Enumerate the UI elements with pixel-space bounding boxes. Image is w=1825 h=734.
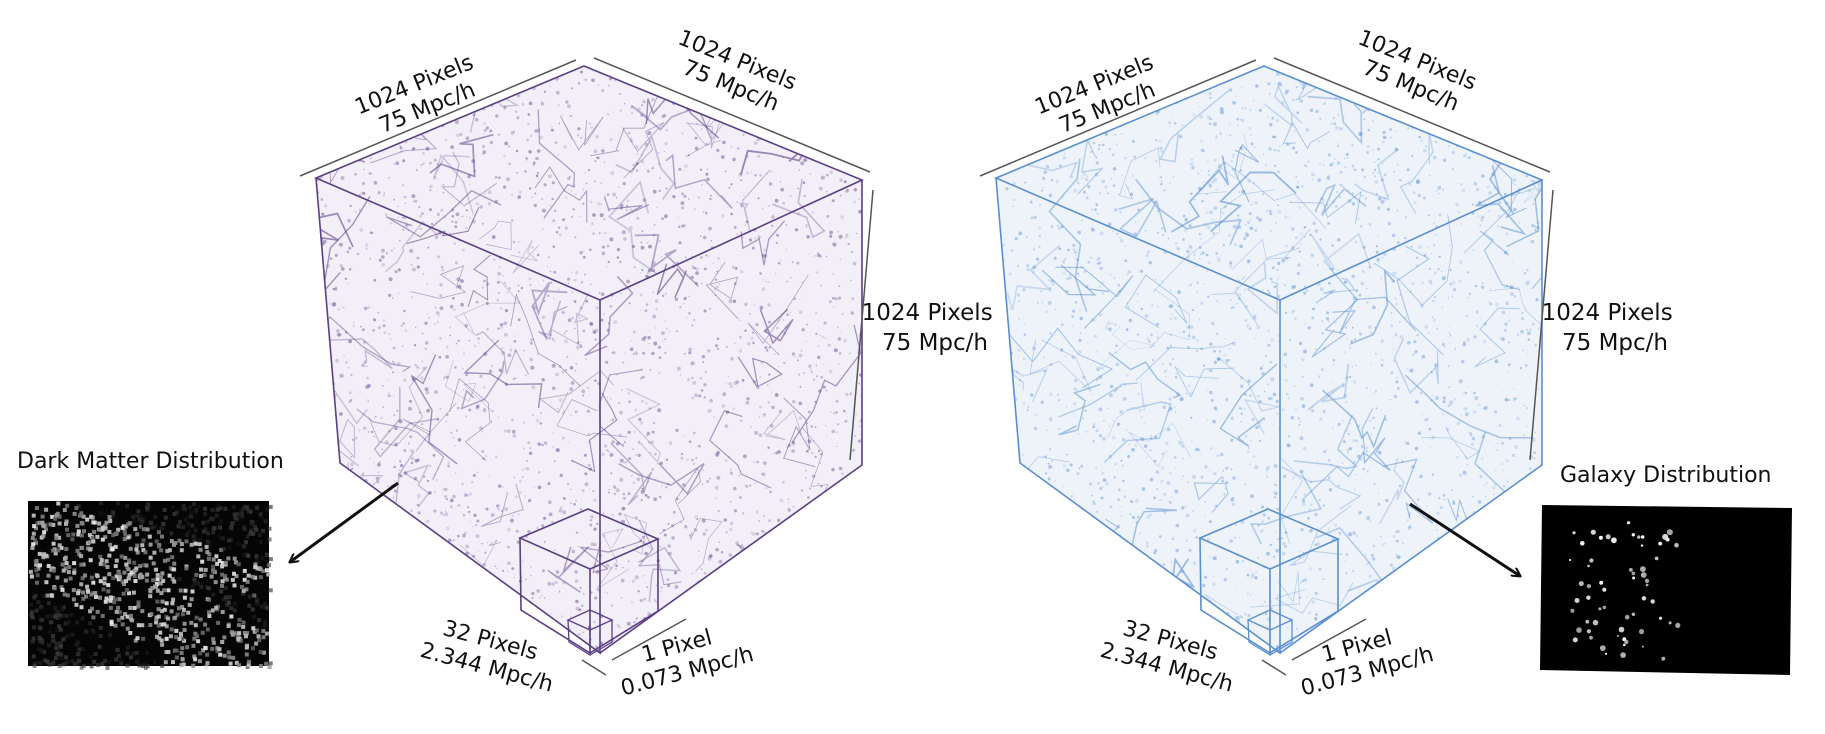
dark-matter-dimension-lines [299,57,874,676]
dark-matter-point-cloud [316,66,862,653]
galaxy-arrow [1409,502,1520,576]
dark-matter-pixel-cube [566,609,614,657]
dark-matter-inset-image [28,501,273,670]
galaxy-edge-label: 1024 Pixels 75 Mpc/h [1542,300,1680,356]
dark-matter-arrow [290,481,399,562]
galaxy-point-cloud [996,66,1542,653]
galaxy-cube-wireframe [993,65,1545,655]
dark-matter-panel: 1024 Pixels 75 Mpc/h 1024 Pixels 75 Mpc/… [17,26,1000,702]
dark-matter-cube-wireframe [313,65,865,655]
galaxy-pixel-cube [1246,609,1294,657]
dark-matter-edge-label: 1024 Pixels 75 Mpc/h [862,300,1000,356]
galaxy-inset-title: Galaxy Distribution [1560,463,1772,488]
galaxy-subcube-label: 32 Pixels 2.344 Mpc/h [1098,612,1243,698]
galaxy-panel: 1024 Pixels 75 Mpc/h 1024 Pixels 75 Mpc/… [979,26,1792,702]
dark-matter-inset-title: Dark Matter Distribution [17,449,284,474]
dark-matter-subcube [517,508,661,655]
galaxy-inset-image [1540,505,1792,675]
galaxy-subcube [1197,508,1341,655]
galaxy-dimension-lines [979,57,1554,676]
dark-matter-subcube-label: 32 Pixels 2.344 Mpc/h [418,612,563,698]
